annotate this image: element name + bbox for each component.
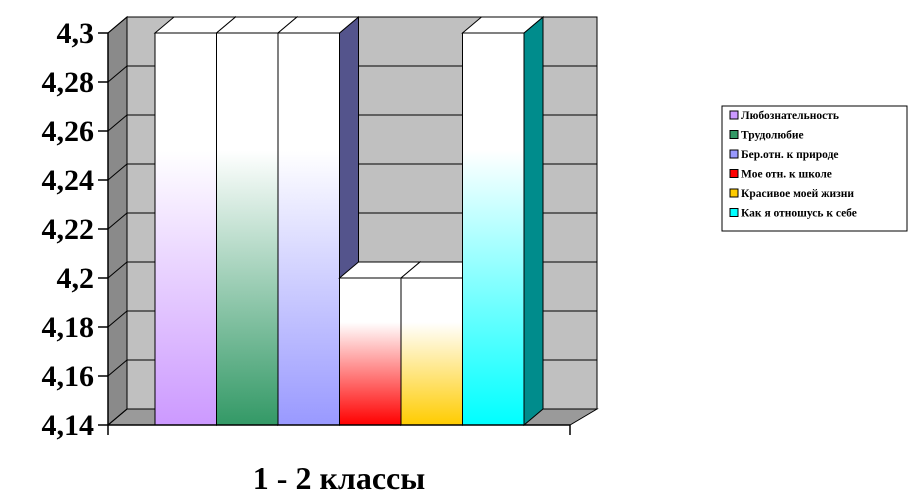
gridline-side — [107, 261, 128, 279]
y-tick-label: 4,16 — [42, 360, 95, 393]
gridline-side — [107, 114, 128, 132]
y-tick-label: 4,3 — [57, 17, 95, 50]
y-tick-label: 4,24 — [42, 164, 95, 197]
legend-swatch — [729, 188, 739, 198]
y-tick-label: 4,26 — [42, 115, 95, 148]
gridline-side — [107, 212, 128, 230]
legend-swatch — [729, 169, 739, 178]
legend: Любознательность Трудолюбие Бер.отн. к при… — [721, 105, 908, 232]
legend-label: Трудолюбие — [741, 130, 804, 142]
bar — [216, 32, 279, 426]
gridline-side — [107, 65, 128, 83]
y-axis-ticks: 4,3 4,28 4,26 4,24 4,22 4,2 4,18 4,16 4,14 — [42, 17, 108, 442]
y-tick-label: 4,2 — [57, 262, 95, 295]
bar — [339, 277, 402, 426]
legend-label: Бер.отн. к природе — [741, 149, 839, 161]
legend-swatch — [729, 208, 739, 217]
legend-label: Как я отношусь к себе — [741, 208, 857, 220]
legend-box — [721, 105, 908, 232]
gridline-side — [107, 163, 128, 181]
legend-label: Красивое моей жизни — [741, 188, 854, 200]
y-tick-label: 4,18 — [42, 311, 95, 344]
x-axis-label: 1 - 2 классы — [253, 460, 425, 496]
bars — [153, 15, 545, 427]
bar — [462, 32, 525, 426]
gridline-side — [107, 16, 128, 34]
gridline-side — [107, 408, 128, 426]
legend-swatch — [729, 149, 739, 159]
legend-swatch — [729, 110, 739, 120]
y-tick-label: 4,28 — [42, 66, 95, 99]
y-tick-label: 4,22 — [42, 213, 95, 246]
legend-label: Мое отн. к школе — [741, 169, 832, 181]
bar — [400, 277, 463, 426]
bar-side — [523, 15, 544, 427]
bar — [277, 32, 340, 426]
legend-label: Любознательность — [741, 110, 839, 122]
bar — [154, 32, 217, 426]
legend-swatch — [729, 130, 739, 139]
gridline-side — [107, 359, 128, 377]
gridline-side — [107, 310, 128, 328]
y-tick-label: 4,14 — [42, 409, 95, 442]
